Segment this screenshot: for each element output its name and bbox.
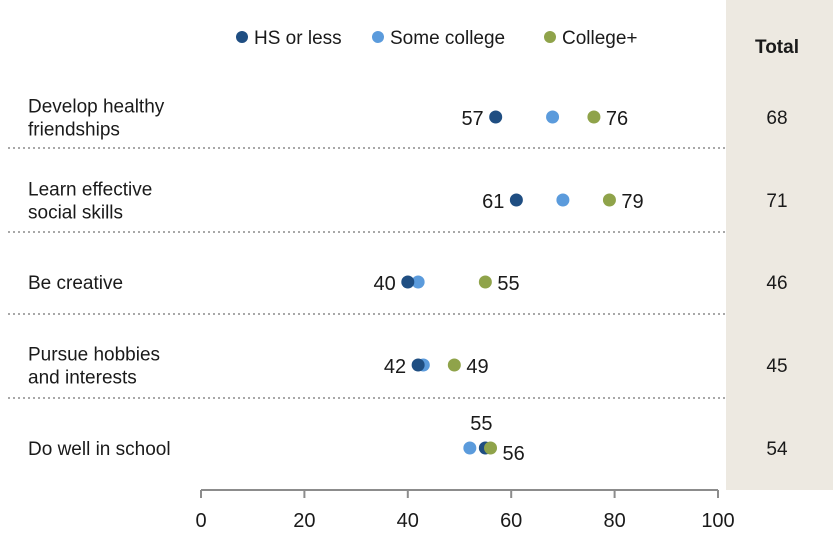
category-label-0-1: friendships: [28, 120, 120, 141]
dot-some-college-2: [411, 275, 425, 289]
legend-label-0: HS or less: [254, 28, 342, 49]
value-label-right-1: 79: [621, 191, 643, 213]
dot-college--4: [484, 441, 498, 455]
legend-label-1: Some college: [390, 28, 505, 49]
dot-college--0: [587, 110, 601, 124]
legend-marker-2: [544, 31, 556, 43]
dot-hs-or-less-3: [411, 358, 425, 372]
value-label-left-3: 42: [384, 356, 406, 378]
dot-some-college-0: [546, 110, 560, 124]
legend-marker-1: [372, 31, 384, 43]
value-label-left-1: 61: [482, 191, 504, 213]
value-label-top-4: 55: [470, 413, 492, 435]
category-label-2-0: Be creative: [28, 273, 123, 294]
total-value-0: 68: [766, 108, 787, 129]
x-tick-label-4: 80: [603, 510, 625, 532]
value-label-right-2: 55: [497, 273, 519, 295]
x-tick-label-3: 60: [500, 510, 522, 532]
category-label-4-0: Do well in school: [28, 439, 171, 460]
total-value-4: 54: [766, 439, 788, 460]
total-column-background: [726, 0, 833, 490]
dot-college--2: [478, 275, 492, 289]
x-tick-label-2: 40: [397, 510, 419, 532]
total-value-2: 46: [766, 273, 787, 294]
total-value-1: 71: [766, 191, 787, 212]
x-tick-label-5: 100: [701, 510, 734, 532]
value-label-right-3: 49: [466, 356, 488, 378]
value-label-right-0: 76: [606, 108, 628, 130]
value-label-left-0: 57: [461, 108, 483, 130]
dot-hs-or-less-1: [509, 193, 523, 207]
dot-hs-or-less-2: [401, 275, 415, 289]
dot-college--3: [447, 358, 461, 372]
category-label-1-1: social skills: [28, 203, 123, 224]
value-label-left-2: 40: [374, 273, 396, 295]
category-label-3-0: Pursue hobbies: [28, 345, 160, 366]
dot-college--1: [602, 193, 616, 207]
x-tick-label-0: 0: [195, 510, 206, 532]
total-header: Total: [755, 37, 799, 58]
dot-some-college-1: [556, 193, 570, 207]
value-label-right-4: 56: [503, 443, 525, 465]
total-value-3: 45: [766, 356, 787, 377]
x-tick-label-1: 20: [293, 510, 315, 532]
legend-label-2: College+: [562, 28, 638, 49]
dot-some-college-4: [463, 441, 477, 455]
dot-hs-or-less-0: [489, 110, 503, 124]
category-label-1-0: Learn effective: [28, 180, 152, 201]
legend-marker-0: [236, 31, 248, 43]
category-label-3-1: and interests: [28, 368, 137, 389]
category-label-0-0: Develop healthy: [28, 97, 165, 118]
